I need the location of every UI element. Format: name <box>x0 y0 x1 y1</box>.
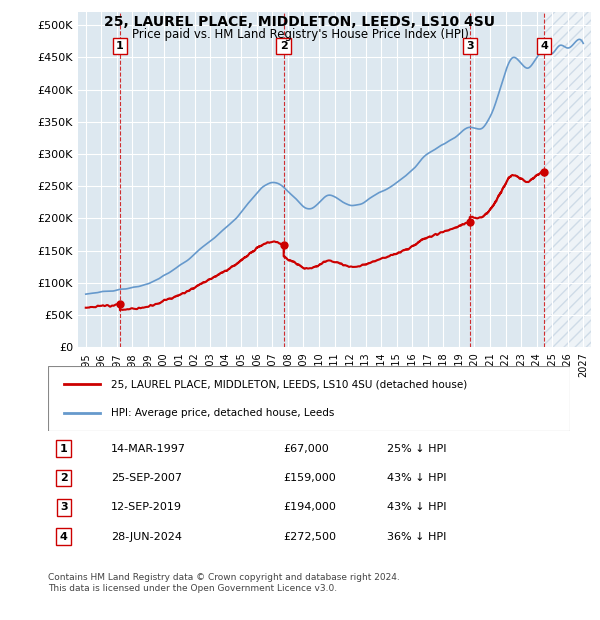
FancyBboxPatch shape <box>48 366 570 431</box>
Text: £194,000: £194,000 <box>283 502 336 512</box>
Text: 1: 1 <box>60 444 68 454</box>
Text: 28-JUN-2024: 28-JUN-2024 <box>110 531 182 542</box>
Text: Contains HM Land Registry data © Crown copyright and database right 2024.
This d: Contains HM Land Registry data © Crown c… <box>48 574 400 593</box>
Text: HPI: Average price, detached house, Leeds: HPI: Average price, detached house, Leed… <box>110 408 334 418</box>
Text: 1: 1 <box>116 41 124 51</box>
Text: 3: 3 <box>466 41 473 51</box>
Text: 3: 3 <box>60 502 67 512</box>
Text: 2: 2 <box>60 473 68 483</box>
Text: 25% ↓ HPI: 25% ↓ HPI <box>388 444 447 454</box>
Text: 43% ↓ HPI: 43% ↓ HPI <box>388 502 447 512</box>
Text: 25-SEP-2007: 25-SEP-2007 <box>110 473 182 483</box>
Text: Price paid vs. HM Land Registry's House Price Index (HPI): Price paid vs. HM Land Registry's House … <box>131 28 469 41</box>
Text: £272,500: £272,500 <box>283 531 336 542</box>
Text: 2: 2 <box>280 41 287 51</box>
Text: 43% ↓ HPI: 43% ↓ HPI <box>388 473 447 483</box>
Text: 36% ↓ HPI: 36% ↓ HPI <box>388 531 446 542</box>
Text: 25, LAUREL PLACE, MIDDLETON, LEEDS, LS10 4SU: 25, LAUREL PLACE, MIDDLETON, LEEDS, LS10… <box>104 16 496 30</box>
Text: 25, LAUREL PLACE, MIDDLETON, LEEDS, LS10 4SU (detached house): 25, LAUREL PLACE, MIDDLETON, LEEDS, LS10… <box>110 379 467 389</box>
Bar <box>544 12 591 347</box>
Bar <box>544 12 591 347</box>
Text: 14-MAR-1997: 14-MAR-1997 <box>110 444 185 454</box>
Text: 12-SEP-2019: 12-SEP-2019 <box>110 502 182 512</box>
Text: 4: 4 <box>540 41 548 51</box>
Text: £159,000: £159,000 <box>283 473 335 483</box>
Text: £67,000: £67,000 <box>283 444 329 454</box>
Text: 4: 4 <box>60 531 68 542</box>
